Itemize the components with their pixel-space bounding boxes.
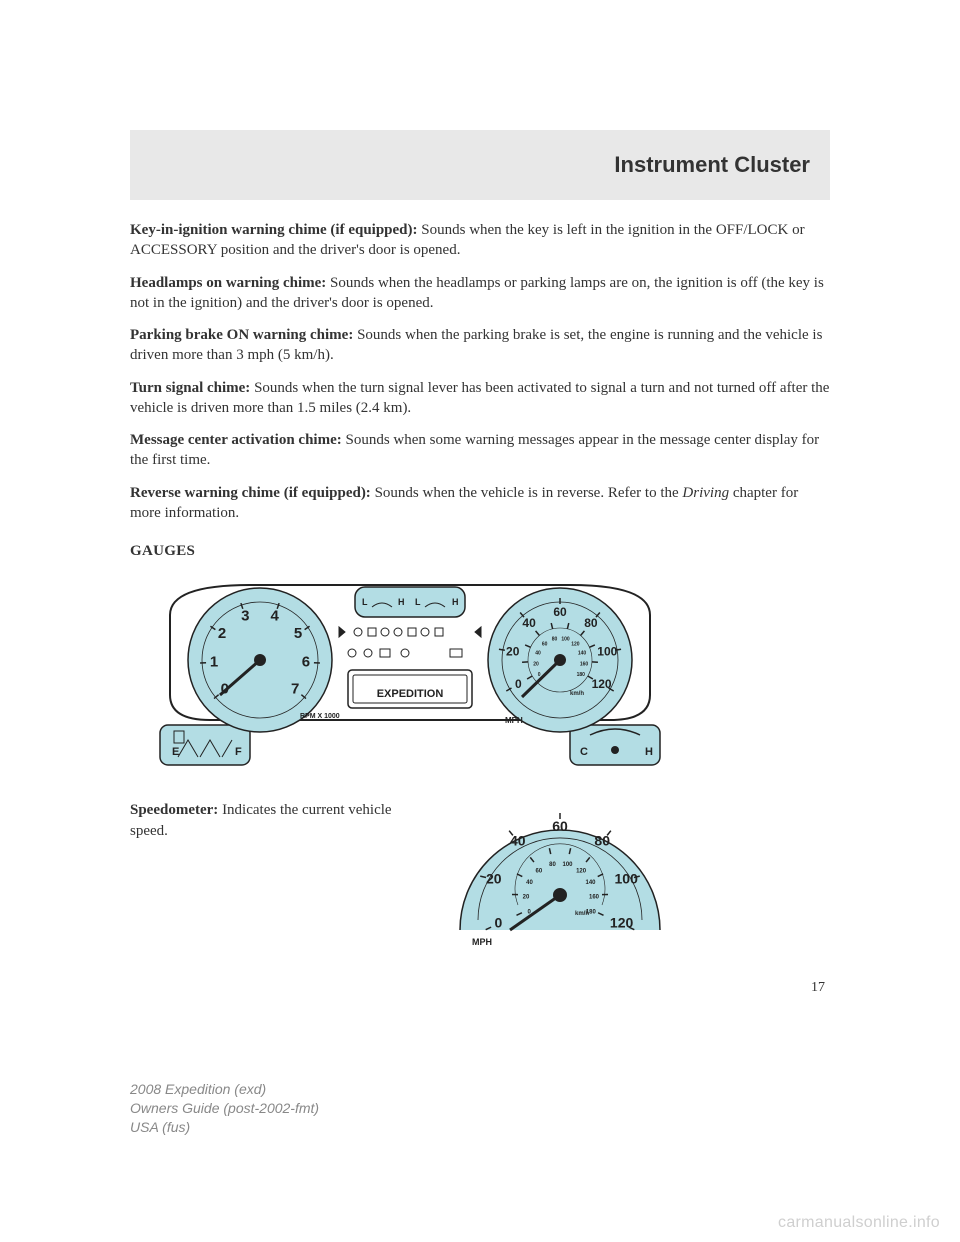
svg-text:7: 7 [291, 681, 299, 698]
svg-text:140: 140 [585, 880, 596, 886]
page-number: 17 [811, 980, 825, 996]
kmh-label: km/h [570, 691, 584, 697]
speedometer-text: Speedometer: Indicates the current vehic… [130, 800, 410, 956]
svg-text:0: 0 [495, 915, 503, 931]
watermark: carmanualsonline.info [778, 1214, 940, 1232]
svg-text:80: 80 [584, 616, 598, 630]
para-key-in-ignition: Key-in-ignition warning chime (if equipp… [130, 220, 830, 261]
speedometer-row: Speedometer: Indicates the current vehic… [130, 800, 830, 956]
footer-code: (exd) [230, 1081, 266, 1097]
svg-text:160: 160 [589, 895, 600, 901]
top-h1: H [398, 597, 405, 607]
para-bold: Key-in-ignition warning chime (if equipp… [130, 222, 418, 238]
svg-text:60: 60 [553, 605, 567, 619]
para-headlamps: Headlamps on warning chime: Sounds when … [130, 273, 830, 314]
para-bold: Headlamps on warning chime: [130, 275, 326, 291]
svg-text:120: 120 [576, 869, 587, 875]
svg-text:60: 60 [536, 869, 543, 875]
footer-region: USA [130, 1119, 158, 1135]
footer-guide: Owners Guide (post-2002-fmt) [130, 1100, 319, 1116]
footer-model: 2008 Expedition [130, 1081, 230, 1097]
rpm-label: RPM X 1000 [300, 713, 340, 720]
svg-text:80: 80 [549, 862, 556, 868]
gauges-heading: GAUGES [130, 541, 830, 561]
svg-text:5: 5 [294, 625, 302, 642]
top-l2: L [415, 597, 421, 607]
header-band: Instrument Cluster [130, 130, 830, 200]
svg-text:20: 20 [506, 645, 520, 659]
manual-page: Instrument Cluster Key-in-ignition warni… [0, 0, 960, 1242]
para-bold: Turn signal chime: [130, 380, 250, 396]
footer-region-code: (fus) [158, 1119, 190, 1135]
mph-label-2: MPH [472, 937, 492, 947]
mph-label: MPH [505, 716, 523, 725]
section-title: Instrument Cluster [614, 152, 810, 178]
speedometer-closeup: 020406080100120 020406080100120140160180… [440, 800, 680, 956]
svg-text:60: 60 [552, 818, 568, 834]
top-h2: H [452, 597, 459, 607]
body-content: Key-in-ignition warning chime (if equipp… [130, 220, 830, 957]
temp-h: H [645, 746, 653, 758]
svg-text:4: 4 [271, 608, 280, 625]
svg-text:100: 100 [561, 637, 570, 643]
para-italic: Driving [682, 485, 729, 501]
para-text: Sounds when the vehicle is in reverse. R… [371, 485, 683, 501]
para-bold: Message center activation chime: [130, 432, 342, 448]
para-message-center: Message center activation chime: Sounds … [130, 430, 830, 471]
svg-text:40: 40 [526, 880, 533, 886]
svg-text:60: 60 [542, 642, 548, 648]
cluster-diagram: E F C H L H L H [130, 575, 690, 775]
temp-c: C [580, 746, 588, 758]
svg-text:80: 80 [552, 637, 558, 643]
top-l1: L [362, 597, 368, 607]
footer: 2008 Expedition (exd) Owners Guide (post… [130, 1080, 319, 1137]
svg-text:100: 100 [615, 871, 639, 887]
svg-text:180: 180 [577, 672, 586, 678]
svg-text:6: 6 [302, 654, 310, 671]
para-parking-brake: Parking brake ON warning chime: Sounds w… [130, 325, 830, 366]
expedition-label: EXPEDITION [377, 688, 444, 700]
svg-text:2: 2 [218, 625, 226, 642]
svg-text:40: 40 [522, 616, 536, 630]
kmh-label-2: km/h [575, 911, 589, 917]
svg-text:0: 0 [515, 677, 522, 691]
speedo-bold: Speedometer: [130, 802, 218, 818]
fuel-f: F [235, 746, 242, 758]
para-reverse: Reverse warning chime (if equipped): Sou… [130, 483, 830, 524]
svg-text:20: 20 [523, 895, 530, 901]
cluster-svg: E F C H L H L H [130, 575, 690, 775]
svg-text:1: 1 [210, 654, 218, 671]
para-turn-signal: Turn signal chime: Sounds when the turn … [130, 378, 830, 419]
svg-text:20: 20 [533, 662, 539, 668]
svg-text:120: 120 [571, 642, 580, 648]
svg-text:140: 140 [578, 651, 587, 657]
svg-text:40: 40 [535, 651, 541, 657]
svg-text:20: 20 [486, 871, 502, 887]
svg-text:160: 160 [580, 662, 589, 668]
para-bold: Parking brake ON warning chime: [130, 327, 353, 343]
para-bold: Reverse warning chime (if equipped): [130, 485, 371, 501]
svg-text:3: 3 [241, 608, 249, 625]
svg-text:100: 100 [562, 862, 573, 868]
svg-text:100: 100 [597, 645, 617, 659]
